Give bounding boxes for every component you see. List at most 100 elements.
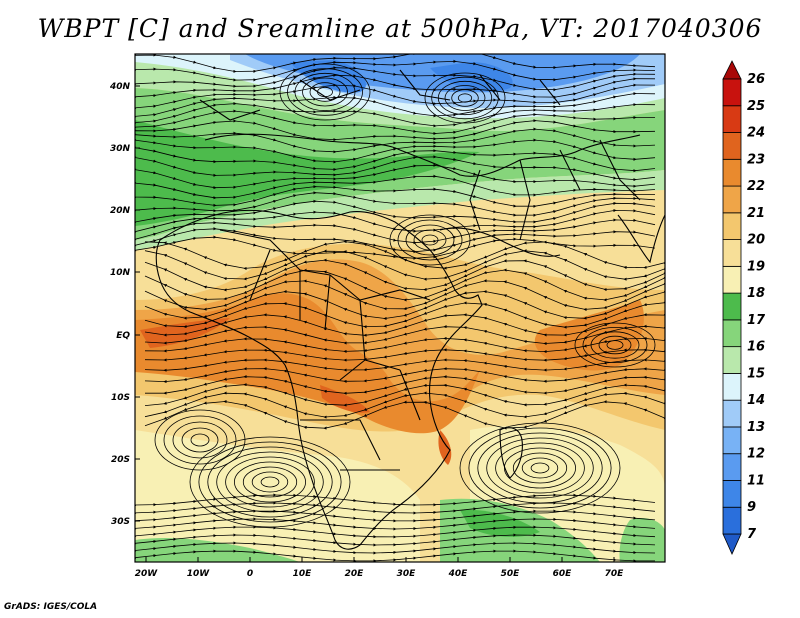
colorbar-swatch xyxy=(722,346,742,374)
streamline-vortex xyxy=(405,224,455,256)
streamline-vortex xyxy=(486,437,594,499)
streamline-vortex xyxy=(582,326,648,363)
colorbar-swatch xyxy=(722,426,742,455)
streamline-vortex xyxy=(598,335,632,355)
colorbar-swatch xyxy=(722,185,742,214)
colorbar-label: 16 xyxy=(747,340,765,355)
colorbar-label: 9 xyxy=(747,500,756,515)
lon-label-40e: 40E xyxy=(448,569,469,579)
plot-frame xyxy=(134,53,666,563)
latitude-tick-labels: 40N 30N 20N 10N EQ 10S 20S 30S xyxy=(109,82,131,527)
lon-label-20w: 20W xyxy=(135,569,159,579)
colorbar-label: 11 xyxy=(747,473,765,488)
colorbar-swatch xyxy=(722,78,742,107)
colorbar-label: 26 xyxy=(747,72,765,87)
colorbar-swatch xyxy=(722,132,742,160)
streamline-vortex xyxy=(198,441,342,523)
streamline-vortex xyxy=(512,452,568,484)
streamline-vortex xyxy=(389,214,471,266)
colorbar-swatch xyxy=(722,105,742,133)
streamline-vortex xyxy=(521,457,559,479)
colorbar-label: 24 xyxy=(747,126,765,141)
colorbar-top-arrow xyxy=(722,60,742,80)
streamline-vortex xyxy=(225,456,315,508)
colorbar-label: 21 xyxy=(747,206,765,221)
lon-label-20e: 20E xyxy=(345,569,365,579)
coastlines-borders xyxy=(155,69,665,550)
streamline-vortex xyxy=(172,421,228,459)
streamline-vortex xyxy=(397,219,463,261)
lat-label-20n: 20N xyxy=(110,206,131,216)
colorbar-label: 18 xyxy=(747,286,765,301)
streamline-vortex xyxy=(207,446,333,518)
streamline-vortex xyxy=(444,85,486,111)
streamline xyxy=(144,391,665,419)
colorbar-swatch xyxy=(722,212,742,240)
streamline-vortex xyxy=(154,409,246,471)
wbpt-shaded-field xyxy=(135,54,665,562)
streamline-vortex xyxy=(181,427,219,453)
streamline-vortex xyxy=(574,322,656,368)
streamline-vortex xyxy=(457,93,473,103)
colorbar-label: 19 xyxy=(747,259,765,274)
streamline-vortex xyxy=(216,451,324,513)
lon-label-30e: 30E xyxy=(397,569,417,579)
lon-label-60e: 60E xyxy=(553,569,573,579)
colorbar-label: 15 xyxy=(747,366,765,381)
streamline xyxy=(144,324,665,346)
streamline xyxy=(144,383,665,407)
colorbar-swatch xyxy=(722,239,742,267)
streamline-vortex xyxy=(477,432,603,504)
lat-label-eq: EQ xyxy=(116,331,130,341)
streamline-vortex xyxy=(421,234,439,246)
colorbar-swatch xyxy=(722,292,742,321)
streamline-vortex xyxy=(233,461,306,503)
colorbar-swatch xyxy=(722,158,742,187)
colorbar-swatch xyxy=(722,399,742,428)
credit-label: GrADS: IGES/COLA xyxy=(4,602,98,612)
streamline-vortex xyxy=(189,436,351,528)
streamline-vortex xyxy=(287,68,363,116)
streamline xyxy=(144,336,665,354)
streamline-vortex xyxy=(606,340,624,350)
streamlines xyxy=(135,54,665,562)
streamline-vortex xyxy=(424,72,506,124)
streamline xyxy=(144,358,665,372)
streamline-vortex xyxy=(163,415,237,465)
streamline-vortex xyxy=(451,89,479,107)
colorbar-swatch xyxy=(722,453,742,481)
colorbar-label: 12 xyxy=(747,447,765,462)
lat-label-40n: 40N xyxy=(109,82,131,92)
lat-label-10n: 10N xyxy=(110,268,131,278)
colorbar-label: 23 xyxy=(747,152,765,167)
colorbar-label: 25 xyxy=(747,99,765,114)
streamline xyxy=(144,399,665,430)
streamline-vortex xyxy=(302,77,348,107)
colorbar: 7 9 11 12 13 14 15 16 17 18 19 20 21 22 23 24 25 26 xyxy=(722,60,766,555)
streamline-vortex xyxy=(590,331,640,359)
colorbar-swatch xyxy=(722,265,742,294)
lat-label-10s: 10S xyxy=(111,393,130,403)
lon-label-0: 0 xyxy=(247,569,253,579)
map-title: WBPT [C] and Sreamline at 500hPa, VT: 20… xyxy=(37,14,763,43)
colorbar-label: 7 xyxy=(747,527,757,542)
lat-label-30n: 30N xyxy=(110,144,131,154)
streamline-vortex xyxy=(190,433,210,447)
colorbar-label: 13 xyxy=(747,420,765,435)
streamline-vortex xyxy=(530,462,550,474)
colorbar-label: 17 xyxy=(747,313,766,328)
streamline xyxy=(144,367,665,384)
streamline xyxy=(135,549,655,562)
colorbar-swatch xyxy=(722,373,742,401)
lat-label-20s: 20S xyxy=(111,455,130,465)
streamline-vortex xyxy=(251,471,289,493)
colorbar-swatch xyxy=(722,480,742,508)
streamline-vortex xyxy=(309,82,341,102)
streamline-vortex xyxy=(260,476,280,488)
colorbar-swatch xyxy=(722,506,742,535)
colorbar-swatch xyxy=(722,319,742,348)
streamline-vortex xyxy=(468,427,612,509)
lon-label-70e: 70E xyxy=(605,569,625,579)
colorbar-bottom-arrow xyxy=(722,533,742,555)
